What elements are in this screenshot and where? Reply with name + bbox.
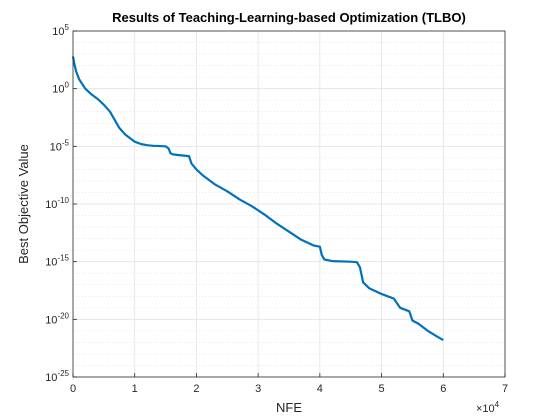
x-tick-label: 2: [193, 383, 199, 395]
y-tick-label-base: 10: [45, 372, 57, 384]
x-tick-label: 1: [132, 383, 138, 395]
chart-title: Results of Teaching-Learning-based Optim…: [112, 10, 466, 25]
y-tick-label-exponent: 0: [65, 81, 70, 90]
x-tick-label: 7: [502, 383, 508, 395]
y-tick-label-base: 10: [45, 199, 57, 211]
x-axis-multiplier-exponent: 4: [495, 400, 500, 409]
x-tick-label: 0: [70, 383, 76, 395]
y-tick-label-base: 10: [50, 141, 62, 153]
series-line: [71, 56, 444, 342]
y-tick-label-exponent: -15: [57, 254, 69, 263]
y-tick-label-base: 10: [52, 26, 64, 38]
x-axis-title: NFE: [276, 400, 302, 415]
x-tick-label: 4: [317, 383, 323, 395]
x-axis-multiplier: ×104: [476, 400, 500, 415]
y-tick-label: 105: [52, 23, 69, 38]
x-tick-label: 6: [440, 383, 446, 395]
y-tick-label: 100: [52, 81, 69, 96]
y-tick-label-base: 10: [52, 84, 64, 96]
x-axis-ticks: 0 1 2 3 4 5 6 7: [70, 373, 508, 395]
y-tick-label: 10-20: [45, 311, 69, 326]
y-tick-label-exponent: -5: [62, 138, 70, 147]
y-tick-label: 10-5: [50, 138, 70, 153]
y-tick-label: 10-25: [45, 369, 69, 384]
y-tick-label-exponent: -25: [57, 369, 69, 378]
y-tick-label-exponent: -10: [57, 196, 69, 205]
y-tick-label: 10-15: [45, 254, 69, 269]
x-axis-multiplier-base: ×10: [476, 403, 495, 415]
y-tick-label-exponent: 5: [65, 23, 70, 32]
y-axis-title: Best Objective Value: [16, 144, 31, 264]
x-tick-label: 3: [255, 383, 261, 395]
y-tick-label: 10-10: [45, 196, 69, 211]
y-tick-label-base: 10: [45, 314, 57, 326]
minor-grid: [73, 42, 505, 366]
major-grid: [73, 31, 505, 377]
y-tick-label-exponent: -20: [57, 311, 69, 320]
y-tick-label-base: 10: [45, 257, 57, 269]
x-tick-label: 5: [379, 383, 385, 395]
